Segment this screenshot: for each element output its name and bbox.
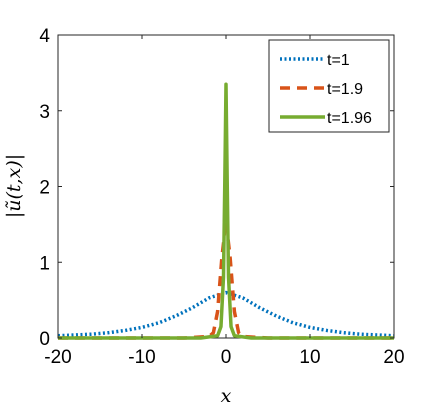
series-line-t19 xyxy=(58,218,394,340)
x-tick-label: -10 xyxy=(128,347,155,368)
legend-label-t19: t=1.9 xyxy=(327,81,363,98)
legend-label-t1: t=1 xyxy=(327,52,350,69)
x-axis-label: x xyxy=(221,385,232,407)
series-line-t1 xyxy=(57,290,395,338)
x-tick-label: 10 xyxy=(299,347,320,368)
x-tick-label: 0 xyxy=(221,347,232,368)
x-tick-label: -20 xyxy=(44,347,71,368)
y-tick-label: 1 xyxy=(39,253,50,274)
legend: t=1 t=1.9 t=1.96 xyxy=(268,39,390,133)
y-tick-label: 2 xyxy=(39,178,50,199)
y-tick-label: 4 xyxy=(39,26,50,47)
legend-label-t196: t=1.96 xyxy=(327,110,372,127)
y-tick-label: 3 xyxy=(39,102,50,123)
y-tick-label: 0 xyxy=(39,329,50,350)
series-layer xyxy=(57,82,395,340)
series-line-t196 xyxy=(58,82,394,340)
x-tick-label: 20 xyxy=(383,347,404,368)
y-axis-label: |ũ(t,x)| xyxy=(3,154,25,218)
tick-layer: -20 -10 0 10 20 0 1 2 3 4 xyxy=(39,26,404,368)
